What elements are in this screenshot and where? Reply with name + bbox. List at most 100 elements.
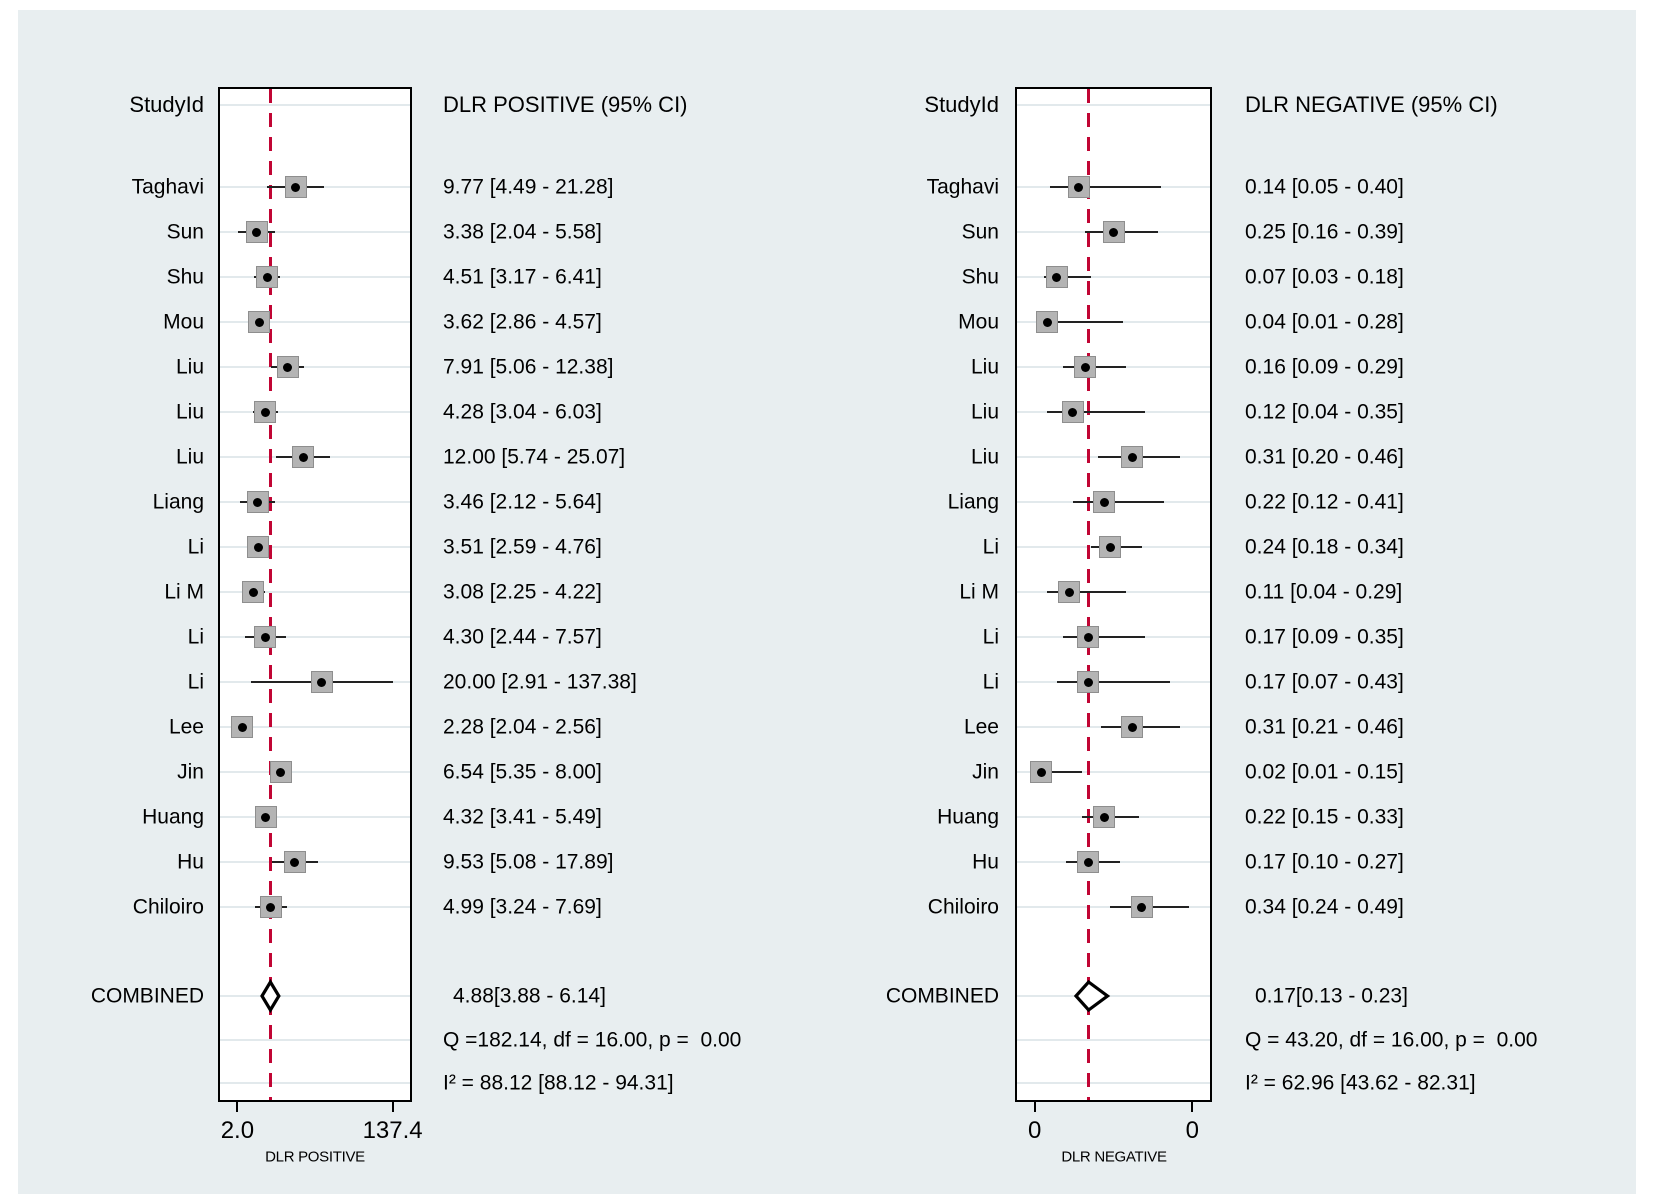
axis-tick bbox=[391, 1102, 394, 1112]
study-label: Taghavi bbox=[131, 175, 204, 199]
ci-whisker bbox=[1044, 276, 1092, 278]
estimate-dot bbox=[261, 812, 271, 822]
estimate-dot bbox=[252, 227, 262, 237]
ci-value: 0.24 [0.18 - 0.34] bbox=[1245, 535, 1404, 559]
left-combined-label: COMBINED bbox=[90, 984, 204, 1008]
estimate-dot bbox=[290, 857, 300, 867]
ci-value: 0.17 [0.09 - 0.35] bbox=[1245, 625, 1404, 649]
ci-value: 3.08 [2.25 - 4.22] bbox=[443, 580, 602, 604]
estimate-dot bbox=[1105, 542, 1115, 552]
ci-value: 9.53 [5.08 - 17.89] bbox=[443, 850, 614, 874]
left-studyid-header: StudyId bbox=[129, 92, 204, 117]
study-label: Sun bbox=[166, 220, 204, 244]
estimate-dot bbox=[317, 677, 327, 687]
ci-whisker bbox=[1047, 411, 1145, 413]
gridline bbox=[220, 104, 410, 106]
estimate-dot bbox=[1083, 857, 1093, 867]
gridline bbox=[220, 411, 410, 413]
estimate-dot bbox=[1080, 362, 1090, 372]
estimate-dot bbox=[266, 902, 276, 912]
ci-value: 4.30 [2.44 - 7.57] bbox=[443, 625, 602, 649]
ci-value: 0.31 [0.21 - 0.46] bbox=[1245, 715, 1404, 739]
gridline bbox=[220, 546, 410, 548]
left-heterogeneity-i2: I² = 88.12 [88.12 - 94.31] bbox=[443, 1071, 674, 1095]
study-label: Li bbox=[982, 625, 999, 649]
study-label: Liu bbox=[970, 445, 999, 469]
study-label: Liu bbox=[175, 445, 204, 469]
study-label: Chiloiro bbox=[927, 895, 999, 919]
ci-value: 0.34 [0.24 - 0.49] bbox=[1245, 895, 1404, 919]
plot-area bbox=[1015, 87, 1212, 1102]
right-combined-value: 0.17[0.13 - 0.23] bbox=[1255, 984, 1408, 1008]
right-axis-tick-min: 0 bbox=[1028, 1117, 1042, 1144]
combined-diamond-shape bbox=[1073, 979, 1110, 1013]
study-label: Li bbox=[187, 625, 204, 649]
estimate-dot bbox=[1074, 182, 1084, 192]
estimate-dot bbox=[237, 722, 247, 732]
ci-value: 3.62 [2.86 - 4.57] bbox=[443, 310, 602, 334]
study-label: Hu bbox=[177, 850, 204, 874]
gridline bbox=[220, 1082, 410, 1084]
gridline bbox=[220, 636, 410, 638]
gridline bbox=[220, 501, 410, 503]
estimate-dot bbox=[260, 632, 270, 642]
study-label: Huang bbox=[142, 805, 204, 829]
gridline bbox=[220, 771, 410, 773]
study-label: Li bbox=[187, 535, 204, 559]
gridline bbox=[220, 1039, 410, 1041]
ci-whisker bbox=[1072, 501, 1164, 503]
study-label: Liu bbox=[175, 355, 204, 379]
estimate-dot bbox=[1068, 407, 1078, 417]
right-value-header: DLR NEGATIVE (95% CI) bbox=[1245, 92, 1498, 117]
ci-whisker bbox=[1050, 186, 1161, 188]
study-label: Jin bbox=[177, 760, 204, 784]
estimate-dot bbox=[1064, 587, 1074, 597]
axis-tick bbox=[236, 1102, 239, 1112]
ci-value: 7.91 [5.06 - 12.38] bbox=[443, 355, 614, 379]
estimate-dot bbox=[1036, 767, 1046, 777]
gridline bbox=[1017, 771, 1210, 773]
study-label: Li bbox=[982, 535, 999, 559]
ci-whisker bbox=[1063, 636, 1145, 638]
study-label: Shu bbox=[166, 265, 204, 289]
left-axis-tick-max: 137.4 bbox=[362, 1117, 423, 1144]
left-combined-value: 4.88[3.88 - 6.14] bbox=[453, 984, 606, 1008]
study-label: Li bbox=[982, 670, 999, 694]
right-heterogeneity-q: Q = 43.20, df = 16.00, p = 0.00 bbox=[1245, 1028, 1538, 1052]
study-label: Liu bbox=[970, 400, 999, 424]
left-value-header: DLR POSITIVE (95% CI) bbox=[443, 92, 688, 117]
estimate-dot bbox=[260, 407, 270, 417]
ci-value: 0.17 [0.10 - 0.27] bbox=[1245, 850, 1404, 874]
ci-value: 3.38 [2.04 - 5.58] bbox=[443, 220, 602, 244]
ci-value: 0.11 [0.04 - 0.29] bbox=[1245, 580, 1403, 604]
ci-value: 4.32 [3.41 - 5.49] bbox=[443, 805, 602, 829]
estimate-dot bbox=[254, 317, 264, 327]
ci-value: 4.28 [3.04 - 6.03] bbox=[443, 400, 602, 424]
gridline bbox=[220, 276, 410, 278]
combined-diamond-icon bbox=[1073, 979, 1110, 1013]
ci-value: 20.00 [2.91 - 137.38] bbox=[443, 670, 637, 694]
gridline bbox=[220, 816, 410, 818]
ci-whisker bbox=[1056, 681, 1171, 683]
ci-value: 0.25 [0.16 - 0.39] bbox=[1245, 220, 1404, 244]
gridline bbox=[220, 321, 410, 323]
gridline bbox=[1017, 995, 1210, 997]
estimate-dot bbox=[291, 182, 301, 192]
ci-whisker bbox=[1037, 321, 1123, 323]
right-studyid-header: StudyId bbox=[924, 92, 999, 117]
ci-value: 0.17 [0.07 - 0.43] bbox=[1245, 670, 1404, 694]
estimate-dot bbox=[276, 767, 286, 777]
combined-diamond-icon bbox=[259, 978, 281, 1014]
ci-value: 12.00 [5.74 - 25.07] bbox=[443, 445, 626, 469]
study-label: Sun bbox=[961, 220, 999, 244]
axis-tick bbox=[1033, 1102, 1036, 1112]
estimate-dot bbox=[1099, 497, 1109, 507]
gridline bbox=[220, 366, 410, 368]
estimate-dot bbox=[1127, 452, 1137, 462]
gridline bbox=[1017, 276, 1210, 278]
gridline bbox=[220, 591, 410, 593]
study-label: Taghavi bbox=[926, 175, 999, 199]
ci-value: 0.22 [0.15 - 0.33] bbox=[1245, 805, 1404, 829]
combined-diamond-shape bbox=[259, 978, 281, 1014]
